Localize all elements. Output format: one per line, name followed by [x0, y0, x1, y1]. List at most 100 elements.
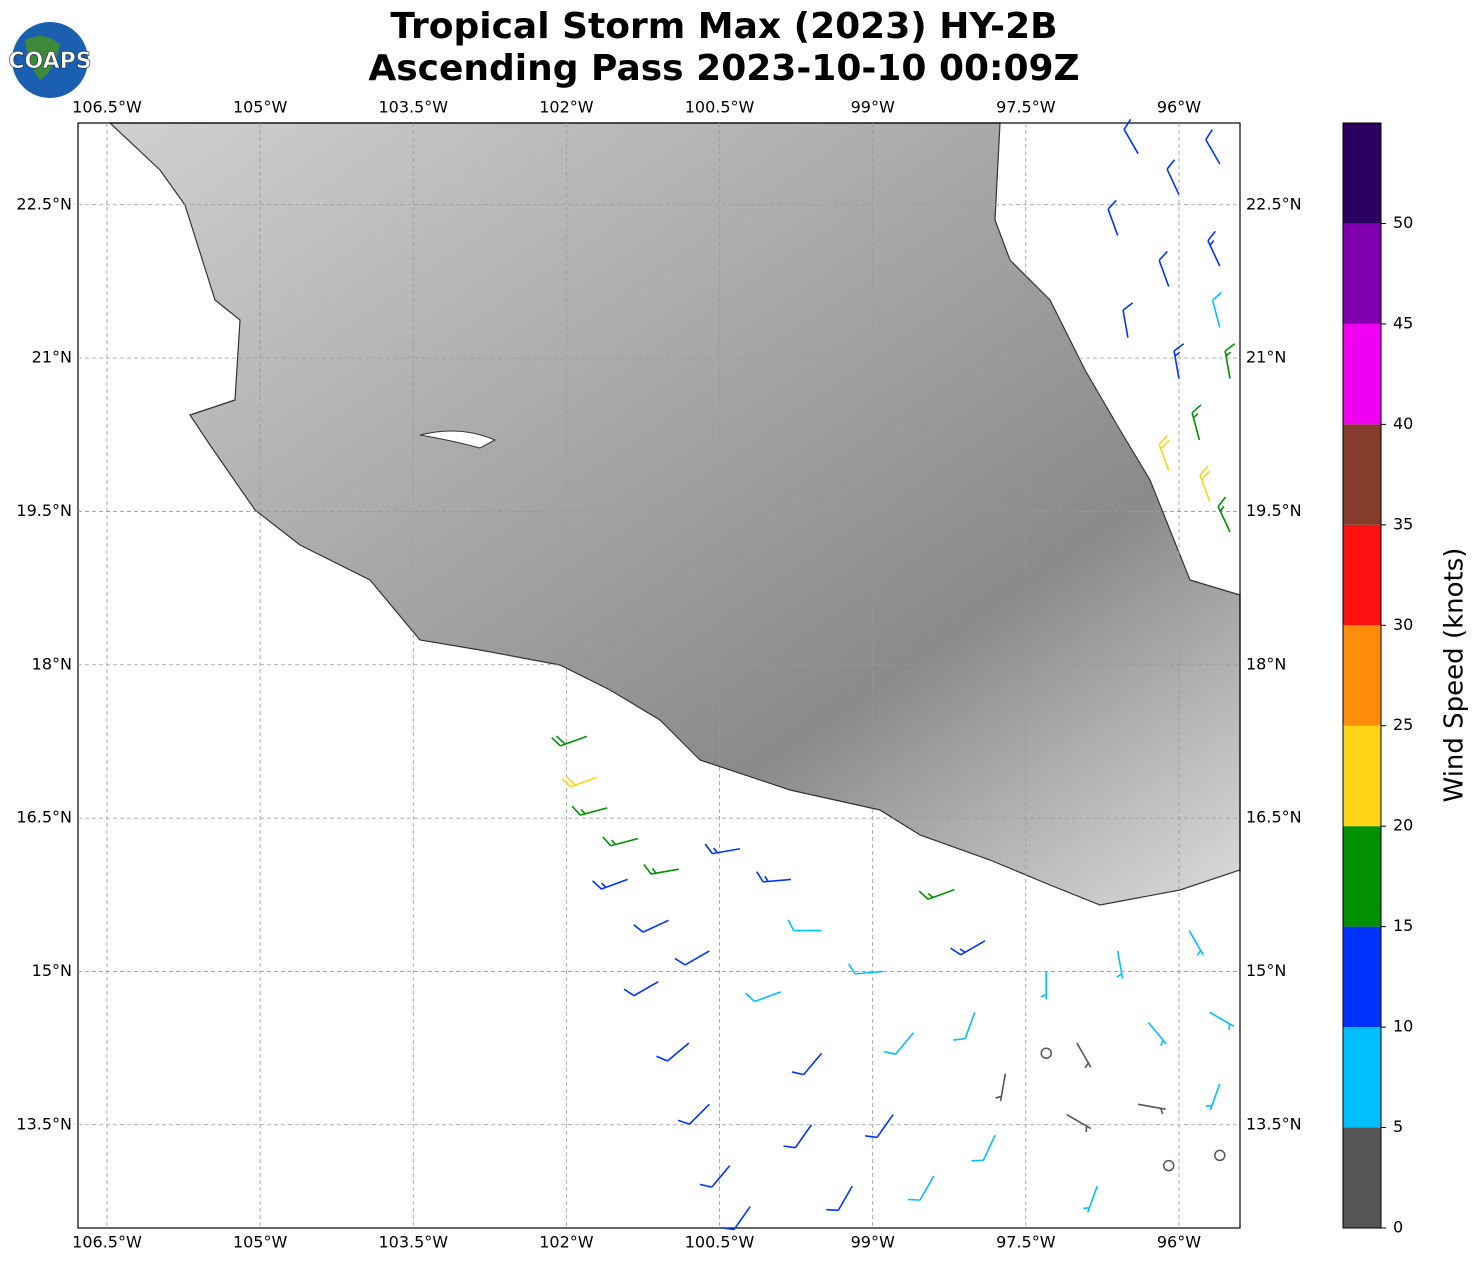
y-tick-label: 13.5°N	[16, 1114, 72, 1133]
y-tick-label: 21°N	[32, 348, 72, 367]
wind-barb	[1076, 1042, 1092, 1069]
x-tick-label: 106.5°W	[72, 1233, 142, 1252]
wind-barb	[1209, 1011, 1235, 1030]
wind-barb	[756, 871, 792, 883]
wind-barb	[918, 888, 955, 900]
wind-barb	[551, 735, 588, 747]
wind-barb	[1158, 250, 1170, 287]
logo: COAPS	[8, 22, 92, 98]
wind-barb	[1147, 1022, 1167, 1046]
x-tick-label: 105°W	[233, 98, 288, 117]
wind-barb	[561, 776, 598, 788]
x-tick-label: 105°W	[233, 1233, 288, 1252]
wind-barb	[1137, 1103, 1166, 1115]
subtitle: Ascending Pass 2023-10-10 00:09Z	[368, 48, 1079, 89]
wind-barb	[677, 1103, 710, 1125]
wind-barb	[1158, 434, 1170, 471]
y-tick-label: 15°N	[32, 961, 72, 980]
colorbar-segment	[1343, 323, 1381, 425]
colorbar-frame	[1342, 122, 1382, 1229]
wind-barb	[623, 980, 659, 997]
wind-barb	[1191, 404, 1202, 441]
wind-barb	[704, 843, 741, 855]
y-tick-label: 15°N	[1246, 961, 1286, 980]
colorbar-tick-label: 45	[1393, 313, 1413, 332]
y-tick-label: 18°N	[32, 654, 72, 673]
wind-barb	[1188, 930, 1204, 956]
calm-marker	[1214, 1149, 1226, 1162]
colorbar-tick-label: 10	[1393, 1017, 1413, 1036]
x-tick-label: 97.5°W	[996, 98, 1056, 117]
wind-barb	[865, 1114, 894, 1139]
wind-barb	[971, 1134, 996, 1162]
x-tick-label: 96°W	[1157, 98, 1201, 117]
wind-barb	[791, 1052, 823, 1076]
wind-barb	[907, 1175, 935, 1201]
wind-barb	[633, 919, 669, 933]
wind-barb	[699, 1165, 731, 1188]
wind-barb	[602, 836, 639, 847]
x-tick-label: 99°W	[851, 98, 895, 117]
wind-barb	[953, 1012, 976, 1041]
y-tick-label: 19.5°N	[1246, 501, 1302, 520]
colorbar-segment	[1343, 926, 1381, 1028]
y-tick-label: 13.5°N	[1246, 1114, 1302, 1133]
x-tick-label: 97.5°W	[996, 1233, 1056, 1252]
x-tick-label: 102°W	[539, 1233, 594, 1252]
wind-barb	[1199, 465, 1211, 502]
wind-barb	[995, 1073, 1007, 1102]
wind-barb	[1107, 199, 1119, 236]
wind-barb	[1224, 343, 1236, 379]
colorbar-tick-label: 25	[1393, 715, 1413, 734]
wind-barb	[1205, 1083, 1221, 1111]
wind-barb	[783, 1124, 813, 1149]
wind-barb	[1083, 1185, 1099, 1213]
land	[108, 122, 1241, 906]
x-tick-label: 100.5°W	[685, 1233, 755, 1252]
wind-barb	[592, 878, 628, 890]
wind-barb	[826, 1185, 853, 1212]
colorbar-segment	[1343, 1127, 1381, 1228]
wind-barb	[722, 1206, 751, 1231]
colorbar-segment	[1343, 123, 1381, 224]
y-tick-label: 18°N	[1246, 654, 1286, 673]
wind-barb	[1207, 230, 1221, 267]
wind-barb	[1217, 496, 1231, 533]
x-tick-label: 103.5°W	[378, 98, 448, 117]
colorbar-tick-label: 35	[1393, 514, 1413, 533]
colorbar-tick-label: 30	[1393, 615, 1413, 634]
x-tick-label: 106.5°W	[72, 98, 142, 117]
wind-barb	[950, 940, 986, 956]
wind-barb	[847, 963, 883, 975]
colorbar-segment	[1343, 625, 1381, 726]
colorbar-tick-label: 5	[1393, 1117, 1403, 1136]
wind-barb	[1211, 291, 1222, 328]
wind-barb	[1205, 129, 1221, 165]
calm-marker	[1040, 1047, 1052, 1059]
colorbar-segment	[1343, 424, 1381, 525]
wind-barb	[787, 919, 822, 932]
wind-barb	[1066, 1113, 1092, 1133]
map-area	[78, 122, 1241, 1228]
colorbar-tick-label: 40	[1393, 414, 1413, 433]
y-tick-label: 16.5°N	[1246, 808, 1302, 827]
colorbar-segment	[1343, 223, 1381, 324]
wind-barb	[656, 1042, 690, 1062]
colorbar-tick-label: 20	[1393, 816, 1413, 835]
x-tick-label: 103.5°W	[378, 1233, 448, 1252]
x-tick-label: 96°W	[1157, 1233, 1201, 1252]
y-tick-label: 19.5°N	[16, 501, 72, 520]
calm-marker	[1162, 1159, 1175, 1172]
wind-barb	[1122, 302, 1134, 338]
wind-barb	[745, 991, 782, 1003]
colorbar-tick-label: 0	[1393, 1218, 1403, 1237]
colorbar-label: Wind Speed (knots)	[1440, 548, 1470, 803]
wind-barb	[1123, 118, 1139, 155]
wind-barb	[1166, 159, 1180, 195]
wind-barb	[674, 950, 710, 966]
colorbar-segment	[1343, 524, 1381, 626]
colorbar-tick-label: 50	[1393, 213, 1413, 232]
colorbar-segment	[1343, 1027, 1381, 1128]
wind-barb	[883, 1032, 915, 1055]
y-tick-label: 22.5°N	[16, 194, 72, 213]
